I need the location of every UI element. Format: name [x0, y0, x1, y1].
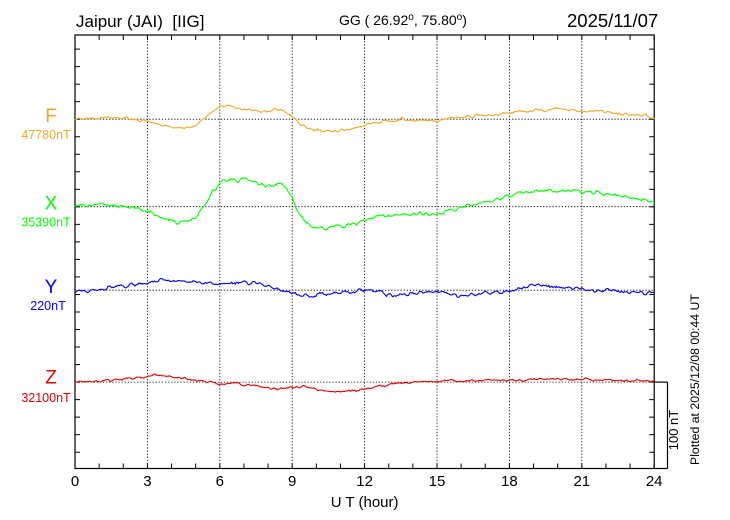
svg-text:21: 21: [573, 473, 590, 490]
svg-text:47780nT: 47780nT: [21, 128, 71, 142]
svg-text:3: 3: [143, 473, 151, 490]
svg-text:6: 6: [216, 473, 224, 490]
svg-text:GG ( 26.92o, 75.80o): GG ( 26.92o, 75.80o): [339, 12, 467, 29]
svg-text:Jaipur (JAI) [IIG]: Jaipur (JAI) [IIG]: [76, 12, 204, 31]
svg-text:Z: Z: [45, 368, 57, 389]
svg-text:18: 18: [501, 473, 518, 490]
svg-text:15: 15: [429, 473, 446, 490]
svg-text:35390nT: 35390nT: [21, 216, 71, 230]
svg-text:24: 24: [646, 473, 663, 490]
svg-text:12: 12: [356, 473, 373, 490]
svg-text:Plotted at 2025/12/08 00:44 UT: Plotted at 2025/12/08 00:44 UT: [688, 294, 702, 465]
svg-text:F: F: [45, 106, 57, 127]
svg-text:2025/11/07: 2025/11/07: [567, 10, 658, 31]
svg-text:X: X: [45, 194, 58, 215]
svg-text:32100nT: 32100nT: [21, 391, 71, 405]
svg-text:9: 9: [288, 473, 296, 490]
svg-text:100 nT: 100 nT: [666, 410, 681, 451]
svg-text:220nT: 220nT: [30, 299, 66, 313]
svg-text:0: 0: [71, 473, 79, 490]
svg-text:Y: Y: [45, 277, 58, 298]
svg-text:U T (hour): U T (hour): [331, 494, 399, 511]
